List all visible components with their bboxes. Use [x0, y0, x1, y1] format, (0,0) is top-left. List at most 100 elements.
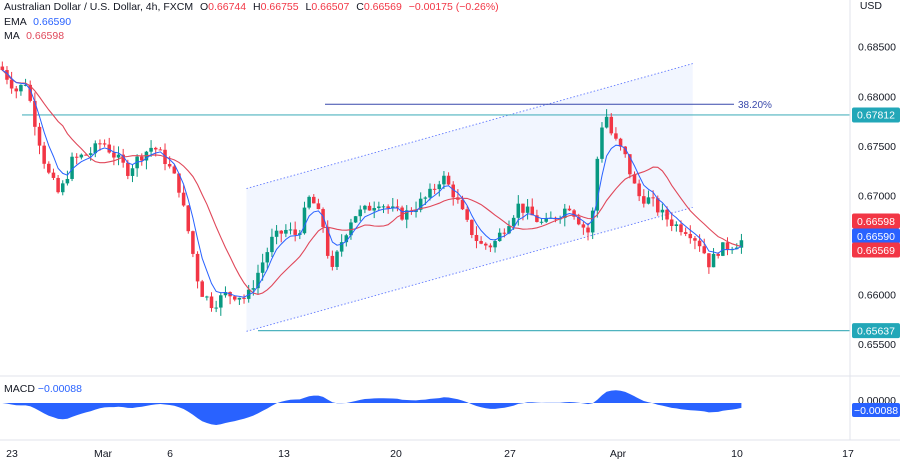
candle-body [590, 210, 595, 233]
candle-body [516, 203, 521, 218]
change-value: −0.00175 (−0.26%) [408, 1, 499, 13]
candle-body [502, 232, 507, 234]
candle-body [293, 229, 297, 235]
candle-body [79, 154, 84, 158]
candle-body [544, 218, 548, 222]
high-label: H [253, 1, 261, 13]
price-tags: 0.66598 0.66590 0.66569 0.67812 0.65637 [852, 107, 900, 339]
low-label: L [305, 1, 312, 13]
candle-body [530, 206, 535, 216]
ma-label: MA [4, 30, 20, 42]
candle-body [121, 154, 125, 163]
high-value: 0.66755 [260, 1, 299, 13]
candle-body [339, 242, 344, 252]
candle-body [474, 234, 479, 241]
candle-body [14, 88, 19, 92]
candle-body [177, 173, 181, 193]
candle-body [256, 272, 260, 289]
candle-body [479, 240, 483, 244]
candle-body [330, 255, 335, 267]
candle-body [563, 208, 567, 218]
open-label: O [199, 1, 209, 13]
candle-body [507, 226, 511, 234]
candle-body [432, 188, 437, 190]
candle-body [646, 197, 651, 204]
ema-path [2, 69, 742, 298]
horizontal-lines [22, 114, 850, 332]
candle-body [483, 243, 488, 246]
currency-label: USD [859, 0, 882, 12]
fib-level: 38.20% [325, 100, 772, 111]
candle-body [693, 238, 697, 241]
candle-body [260, 262, 265, 273]
candle-body [274, 230, 279, 237]
candle-body [623, 146, 627, 155]
ma-path [1, 69, 742, 295]
time-tick-label: Mar [94, 448, 113, 460]
candle-body [697, 240, 702, 247]
candle-body [288, 229, 293, 231]
candle-body [674, 224, 679, 226]
candle-body [614, 133, 618, 139]
candle-body [344, 235, 349, 243]
candle-body [9, 79, 14, 89]
ma-line [1, 69, 742, 295]
candle-body [655, 198, 660, 213]
candle-body [465, 209, 469, 220]
candle-body [576, 216, 581, 225]
ema-legend-row[interactable]: EMA 0.66590 [4, 15, 499, 30]
candle-body [423, 197, 428, 199]
ema-label: EMA [4, 15, 27, 28]
time-tick-label: 10 [731, 448, 743, 460]
candle-body [265, 252, 270, 263]
macd-legend-row[interactable]: MACD −0.00088 [4, 383, 82, 395]
candle-body [628, 154, 632, 175]
candle-body [669, 219, 674, 226]
ema-price-tag-label: 0.66590 [857, 231, 895, 243]
candle-body [237, 297, 242, 300]
candle-body [451, 184, 455, 198]
candle-body [181, 192, 186, 206]
candle-body [112, 152, 116, 158]
candle-body [65, 178, 70, 184]
candle-body [93, 143, 98, 154]
macd-pane: 0.00000−0.00088 [0, 375, 900, 425]
macd-value-tag [852, 403, 900, 417]
candle-body [567, 208, 572, 211]
candle-body [581, 224, 586, 228]
candle-body [167, 164, 172, 167]
candle-body [660, 209, 665, 213]
candle-body [56, 177, 60, 193]
close-value: 0.66569 [363, 1, 402, 13]
time-axis: 23 Mar 6 13 20 27 Apr 10 17 [0, 439, 900, 460]
close-label: C [356, 1, 364, 13]
candle-body [739, 240, 744, 248]
candle-body [460, 199, 465, 210]
candle-body [47, 163, 51, 173]
open-value: 0.66744 [208, 1, 247, 13]
price-tick-label: 0.68500 [858, 42, 896, 54]
candle-body [609, 116, 614, 134]
ema-price-tag [852, 228, 900, 244]
candle-body [437, 184, 442, 190]
close-price-tag-label: 0.66569 [857, 245, 895, 257]
candle-body [372, 208, 376, 211]
candle-body [386, 206, 390, 209]
time-tick-label: 20 [390, 448, 402, 460]
time-tick-label: 23 [6, 448, 18, 460]
candle-body [0, 66, 5, 71]
candle-body [497, 232, 502, 242]
price-tick-label: 0.67000 [858, 190, 896, 202]
hline-price-tag [852, 107, 900, 123]
candle-body [683, 232, 688, 234]
candle-body [637, 183, 641, 197]
ma-legend-row[interactable]: MA 0.66598 [4, 29, 499, 44]
candle-body [525, 206, 530, 213]
candle-body [395, 206, 400, 208]
candle-body [33, 100, 37, 127]
candle-body [307, 196, 311, 208]
candle-body [679, 224, 683, 233]
candle-body [28, 84, 32, 101]
